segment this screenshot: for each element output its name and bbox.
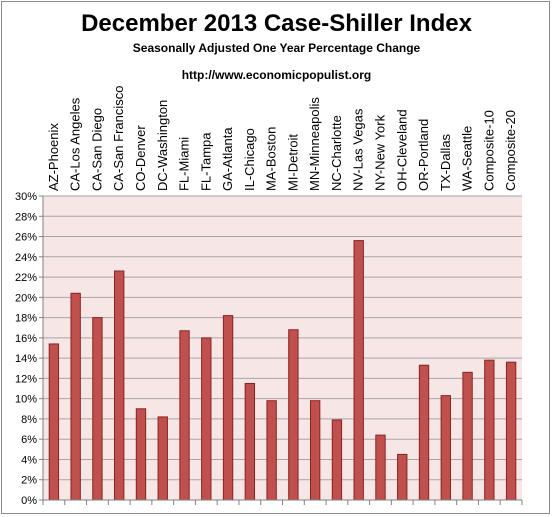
x-category-label: FL-Tampa	[198, 132, 213, 191]
bar-tx-dallas	[440, 395, 451, 501]
bar-nc-charlotte	[331, 419, 343, 501]
y-tick-label: 6%	[21, 434, 37, 446]
chart-subtitle: Seasonally Adjusted One Year Percentage …	[132, 41, 421, 55]
bar-or-portland	[418, 364, 430, 501]
x-category-label: AZ-Phoenix	[46, 123, 61, 191]
x-category-label: MI-Detroit	[285, 134, 300, 191]
bar-ga-atlanta	[222, 315, 234, 501]
y-tick-label: 28%	[15, 211, 37, 223]
bar-composite-20	[505, 361, 517, 501]
bar-oh-cleveland	[397, 453, 408, 501]
x-category-label: CA-Los Angeles	[68, 97, 83, 191]
bar-ny-new-york	[375, 434, 386, 501]
bar-wa-seattle	[462, 371, 473, 501]
x-category-label: MA-Boston	[264, 127, 279, 191]
x-category-label: CO-Denver	[133, 125, 148, 191]
y-tick-label: 22%	[15, 272, 37, 284]
source-url: http://www.economicpopulist.org	[181, 68, 372, 82]
y-tick-label: 2%	[21, 475, 37, 487]
x-category-label: CA-San Diego	[89, 108, 104, 191]
y-tick-label: 16%	[15, 333, 37, 345]
x-category-label: IL-Chicago	[242, 128, 257, 191]
y-tick-label: 14%	[15, 353, 37, 365]
chart-title: December 2013 Case-Shiller Index	[81, 10, 472, 37]
y-tick-label: 10%	[15, 394, 37, 406]
bar-ca-san-diego	[92, 317, 103, 501]
y-tick-label: 20%	[15, 292, 37, 304]
x-category-label: WA-Seattle	[460, 126, 475, 191]
bar-ca-san-francisco	[114, 270, 125, 501]
y-tick-label: 24%	[15, 252, 37, 264]
bar-co-denver	[135, 408, 147, 501]
x-category-label: FL-Miami	[177, 137, 192, 191]
y-tick-label: 0%	[21, 495, 37, 507]
x-category-label: MN-Minneapolis	[307, 97, 322, 191]
x-category-label: TX-Dallas	[438, 133, 453, 191]
bar-composite-10	[484, 359, 495, 501]
bar-il-chicago	[244, 382, 256, 501]
y-tick-label: 12%	[15, 373, 37, 385]
bar-ca-los-angeles	[70, 292, 81, 501]
y-tick-label: 4%	[21, 454, 37, 466]
bar-fl-miami	[179, 330, 190, 501]
bar-az-phoenix	[48, 343, 60, 501]
y-tick-label: 18%	[15, 313, 37, 325]
x-category-label: OH-Cleveland	[394, 109, 409, 191]
bar-mi-detroit	[288, 329, 299, 501]
y-tick-label: 26%	[15, 232, 37, 244]
x-category-label: NC-Charlotte	[329, 115, 344, 191]
x-category-label: GA-Atlanta	[220, 127, 235, 191]
bar-fl-tampa	[201, 337, 212, 501]
x-category-label: Composite-20	[503, 110, 518, 191]
bar-nv-las-vegas	[353, 240, 364, 501]
x-category-label: NY-New York	[372, 114, 387, 191]
y-tick-label: 30%	[15, 191, 37, 203]
y-tick-label: 8%	[21, 414, 37, 426]
x-category-label: OR-Portland	[416, 119, 431, 191]
bar-mn-minneapolis	[309, 400, 321, 501]
x-category-label: Composite-10	[481, 110, 496, 191]
x-category-label: NV-Las Vegas	[351, 108, 366, 191]
x-category-label: DC-Washington	[155, 100, 170, 191]
bar-dc-washington	[157, 416, 168, 501]
x-category-label: CA-San Francisco	[111, 86, 126, 191]
bar-ma-boston	[266, 400, 277, 501]
